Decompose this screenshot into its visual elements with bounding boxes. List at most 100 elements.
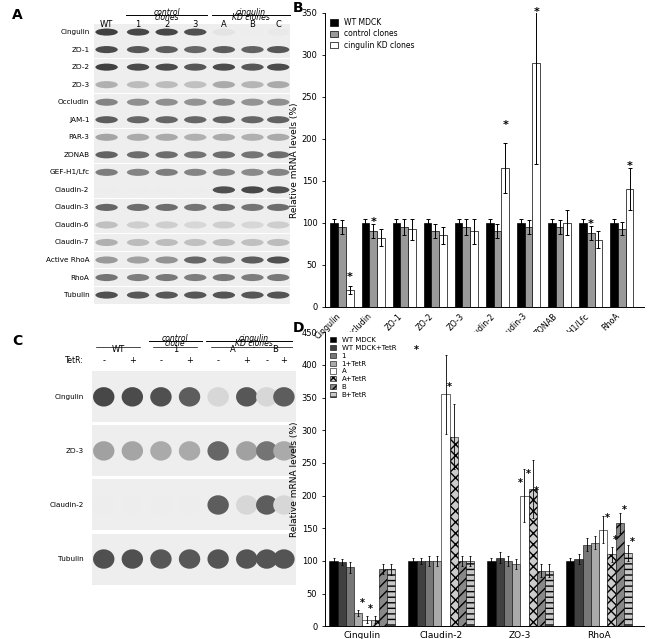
Bar [618,229,626,307]
Bar [610,223,618,307]
Ellipse shape [241,221,264,229]
Ellipse shape [150,495,172,514]
Bar [424,223,432,307]
Ellipse shape [267,274,289,281]
Ellipse shape [155,187,178,194]
Ellipse shape [267,64,289,71]
Bar [455,223,463,307]
Text: KD clones: KD clones [232,13,270,22]
Ellipse shape [127,204,150,211]
Bar [92,534,296,585]
Bar [417,561,425,626]
Ellipse shape [96,134,118,141]
Ellipse shape [241,256,264,263]
Bar [466,561,474,626]
Bar [582,544,591,626]
Ellipse shape [155,46,178,53]
Ellipse shape [241,134,264,141]
Bar [432,231,439,307]
Text: +: + [129,357,136,366]
Bar [504,561,512,626]
Ellipse shape [207,495,229,514]
Ellipse shape [184,29,207,36]
Text: clones: clones [154,13,179,22]
Text: ZO-1: ZO-1 [72,47,90,52]
Ellipse shape [213,204,235,211]
Ellipse shape [127,116,150,123]
Ellipse shape [241,291,264,298]
Bar [566,561,575,626]
Bar [94,234,291,251]
Text: Cingulin: Cingulin [60,29,90,35]
Bar [548,223,556,307]
Ellipse shape [273,441,294,461]
Bar [608,555,616,626]
Text: GEF-H1/Lfc: GEF-H1/Lfc [49,169,90,175]
Ellipse shape [256,495,278,514]
Text: ZO-2: ZO-2 [72,64,90,70]
Ellipse shape [122,550,143,569]
Text: cingulin: cingulin [239,334,269,343]
Text: *: * [370,217,376,227]
Ellipse shape [96,221,118,229]
Bar [92,426,296,477]
Bar [92,371,296,422]
Ellipse shape [93,387,114,406]
Ellipse shape [184,274,207,281]
Text: A: A [12,8,23,22]
Ellipse shape [155,239,178,246]
Ellipse shape [241,204,264,211]
Ellipse shape [267,291,289,298]
Ellipse shape [236,495,257,514]
Ellipse shape [256,387,278,406]
Bar [493,231,501,307]
Ellipse shape [155,291,178,298]
Text: 3: 3 [192,20,198,29]
Ellipse shape [241,274,264,281]
Ellipse shape [213,29,235,36]
Text: Tubulin: Tubulin [58,556,84,562]
Ellipse shape [184,151,207,158]
Ellipse shape [213,134,235,141]
Text: Claudin-3: Claudin-3 [55,204,90,210]
Ellipse shape [93,441,114,461]
Bar [624,553,632,626]
Bar [92,479,296,530]
Bar [528,489,537,626]
Text: Claudin-7: Claudin-7 [55,240,90,245]
Ellipse shape [96,64,118,71]
Ellipse shape [273,387,294,406]
Bar [94,94,291,111]
Ellipse shape [213,64,235,71]
Ellipse shape [127,46,150,53]
Ellipse shape [155,29,178,36]
Bar [520,496,528,626]
Bar [393,223,400,307]
Ellipse shape [213,256,235,263]
Ellipse shape [213,116,235,123]
Text: clone: clone [165,339,185,348]
Ellipse shape [267,239,289,246]
Text: +: + [186,357,193,366]
Ellipse shape [213,169,235,176]
Text: 2: 2 [164,20,169,29]
Ellipse shape [184,169,207,176]
Ellipse shape [96,239,118,246]
Ellipse shape [213,187,235,194]
Ellipse shape [213,46,235,53]
Ellipse shape [155,274,178,281]
Ellipse shape [241,169,264,176]
Ellipse shape [256,441,278,461]
Bar [579,223,587,307]
Text: -: - [102,357,105,366]
Ellipse shape [179,550,200,569]
Bar [354,613,363,626]
Ellipse shape [96,169,118,176]
Ellipse shape [213,98,235,105]
Bar [532,63,540,307]
Bar [379,569,387,626]
Text: Claudin-2: Claudin-2 [49,502,84,508]
Text: Cingulin: Cingulin [55,394,84,400]
Bar [94,181,291,198]
Ellipse shape [155,204,178,211]
